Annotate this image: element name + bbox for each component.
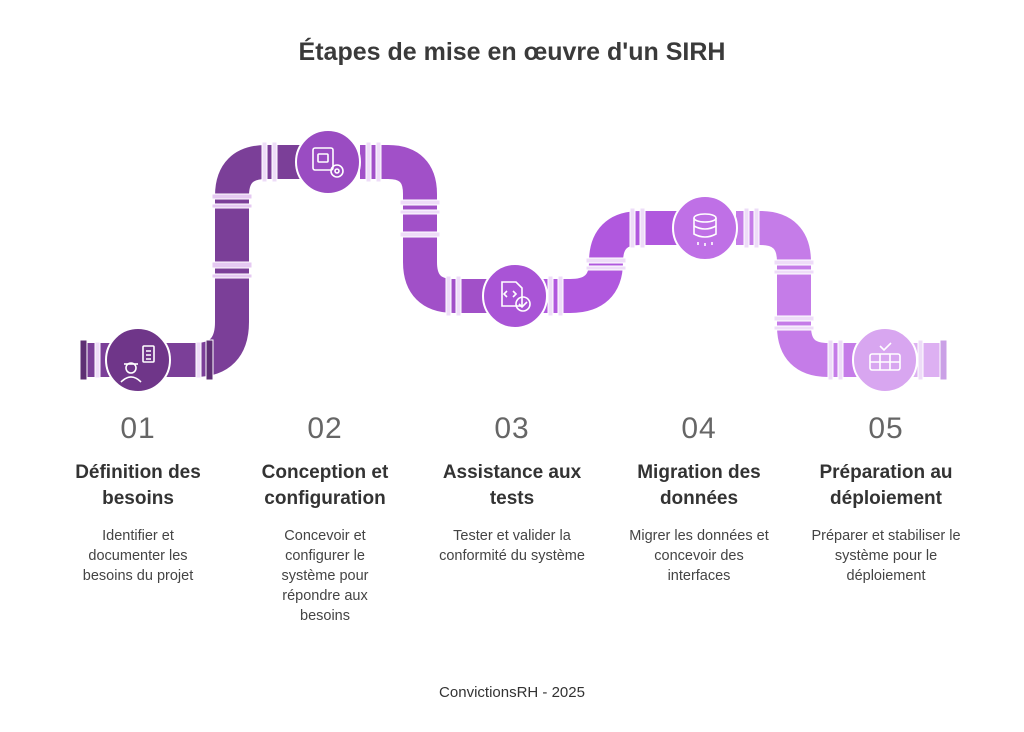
step-description: Migrer les données et concevoir des inte… [629, 528, 769, 584]
footer-credit: ConvictionsRH - 2025 [439, 684, 585, 701]
server-check-icon [869, 342, 901, 371]
pipeline-diagram [79, 129, 948, 393]
step-description: Préparer et stabiliser le système pour l… [811, 528, 961, 584]
step-description: Identifier et documenter les besoins du … [82, 528, 194, 584]
step-title: Migration des données [637, 462, 761, 509]
step-3: 03 Assistance aux tests Tester et valide… [422, 412, 602, 566]
pipe-segment-2 [360, 145, 490, 313]
step-title: Définition des besoins [75, 462, 201, 509]
step-5: 05 Préparation au déploiement Préparer e… [796, 412, 976, 586]
step-title: Conception et configuration [261, 462, 389, 509]
step-node-2 [295, 129, 361, 195]
diagram-title: Étapes de mise en œuvre d'un SIRH [298, 38, 726, 66]
step-description: Concevoir et configurer le système pour … [281, 528, 369, 624]
step-node-5 [852, 327, 918, 393]
settings-document-icon [312, 147, 344, 178]
step-node-4 [672, 195, 738, 261]
step-1: 01 Définition des besoins Identifier et … [48, 412, 228, 586]
pipe-joints [79, 141, 948, 381]
step-number: 03 [494, 412, 530, 445]
user-checklist-icon [120, 345, 155, 383]
code-check-icon [501, 281, 531, 312]
pipe-segment-1 [82, 145, 300, 377]
step-title: Préparation au déploiement [819, 462, 953, 509]
step-number: 04 [681, 412, 717, 445]
step-number: 05 [868, 412, 904, 445]
step-2: 02 Conception et configuration Concevoir… [235, 412, 415, 626]
step-node-1 [105, 327, 171, 393]
step-number: 01 [120, 412, 156, 445]
step-description: Tester et valider la conformité du systè… [439, 528, 585, 564]
step-number: 02 [307, 412, 343, 445]
step-4: 04 Migration des données Migrer les donn… [609, 412, 789, 586]
step-node-3 [482, 263, 548, 329]
database-icon [693, 213, 717, 246]
step-title: Assistance aux tests [442, 462, 582, 509]
pipe-segment-4 [736, 211, 860, 377]
